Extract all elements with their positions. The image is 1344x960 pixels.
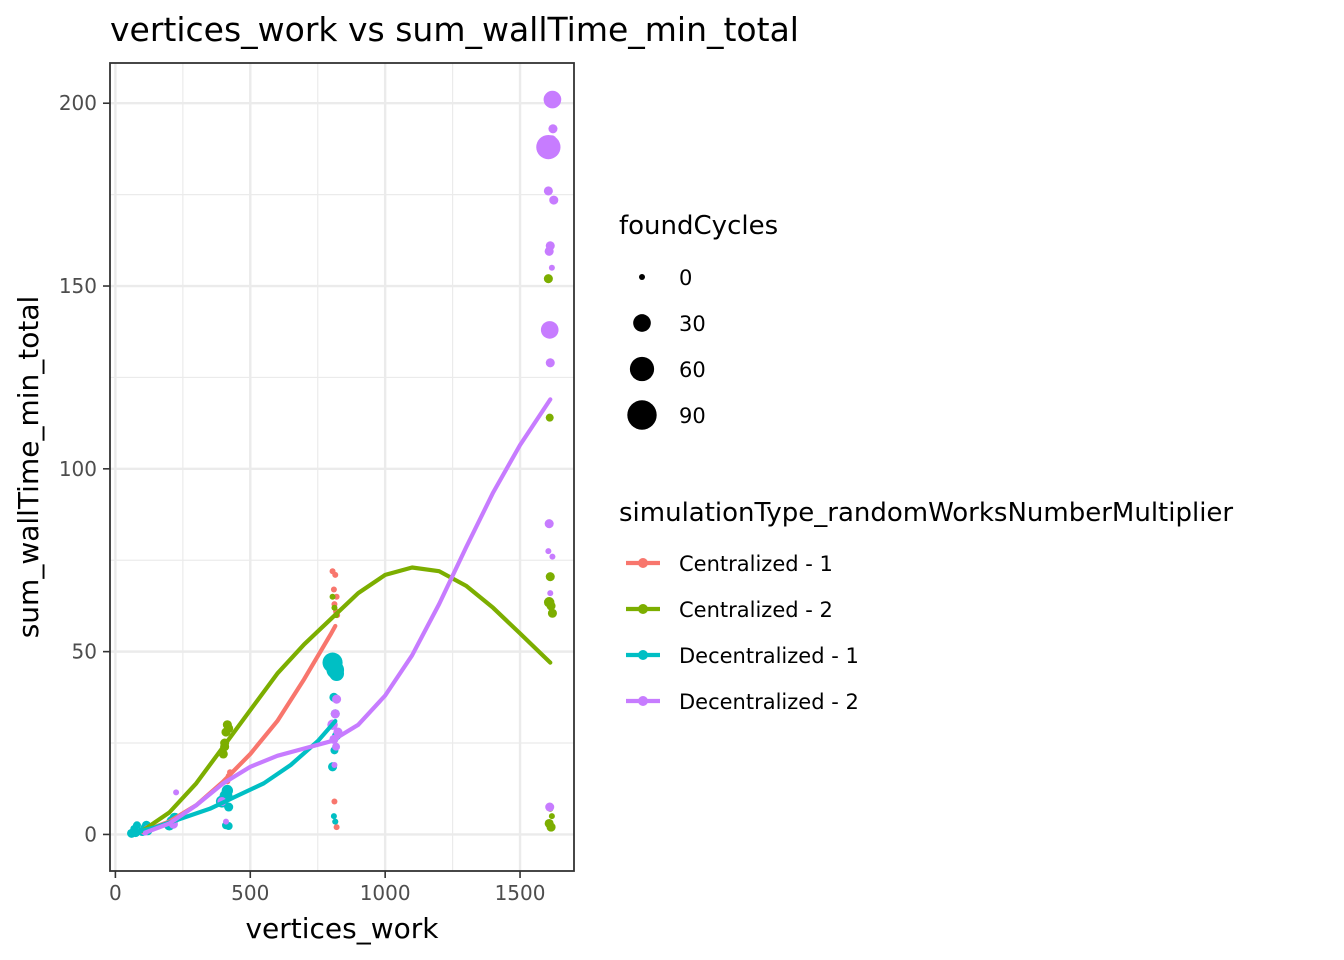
data-point <box>224 723 234 733</box>
y-tick-label: 200 <box>59 91 97 115</box>
y-tick-label: 50 <box>72 640 97 664</box>
data-point <box>547 590 554 597</box>
color-legend-dot <box>638 696 648 706</box>
data-point <box>543 90 562 109</box>
color-legend-dot <box>638 604 648 614</box>
data-point <box>548 813 555 820</box>
size-legend-label: 90 <box>679 404 706 428</box>
size-legend-title: foundCycles <box>619 211 778 241</box>
data-point <box>549 553 556 560</box>
series-trend-line <box>140 565 553 833</box>
data-point <box>332 571 339 578</box>
data-point <box>549 195 559 205</box>
data-point <box>545 358 555 368</box>
data-point <box>332 818 339 825</box>
color-legend-dot <box>638 650 648 660</box>
grid-lines <box>110 63 574 871</box>
y-axis-title: sum_wallTime_min_total <box>12 296 45 639</box>
data-point <box>545 548 552 555</box>
data-point <box>330 813 337 820</box>
data-point <box>545 413 554 422</box>
data-point <box>543 186 553 196</box>
data-point <box>330 586 337 593</box>
data-point <box>544 246 554 256</box>
plot-border <box>109 62 575 872</box>
color-legend-label: Decentralized - 2 <box>679 690 859 714</box>
x-axis-title: vertices_work <box>245 912 439 945</box>
data-point <box>547 608 557 618</box>
data-point <box>543 274 553 284</box>
size-legend-key <box>633 314 651 332</box>
data-point <box>223 818 229 825</box>
data-point <box>545 572 555 582</box>
x-tick-label: 1500 <box>495 881 546 905</box>
size-legend-label: 0 <box>679 266 692 290</box>
x-tick-label: 1000 <box>360 881 411 905</box>
data-point <box>331 798 338 805</box>
data-point <box>331 604 338 611</box>
data-point <box>330 709 340 719</box>
data-point <box>332 694 342 704</box>
data-point <box>329 666 345 681</box>
data-point <box>540 321 559 339</box>
data-point <box>221 784 234 797</box>
color-legend-label: Centralized - 1 <box>679 552 833 576</box>
data-point <box>132 821 141 830</box>
size-legend-label: 60 <box>679 358 706 382</box>
data-point <box>548 124 558 134</box>
series-trend-line <box>143 397 553 835</box>
chart-title: vertices_work vs sum_wallTime_min_total <box>110 10 799 49</box>
data-point <box>331 761 338 768</box>
data-point <box>544 519 554 529</box>
data-point <box>546 601 556 611</box>
trend-lines <box>129 397 553 836</box>
data-point <box>547 135 557 145</box>
x-tick-label: 0 <box>109 881 122 905</box>
data-point <box>329 593 336 600</box>
plot-panel <box>110 63 574 871</box>
color-legend: simulationType_randomWorksNumberMultipli… <box>619 498 1233 714</box>
data-point <box>545 802 555 812</box>
data-point <box>224 802 234 812</box>
size-legend-key <box>629 356 655 382</box>
y-tick-label: 150 <box>59 274 97 298</box>
color-legend-title: simulationType_randomWorksNumberMultipli… <box>619 498 1233 528</box>
size-legend-key <box>639 274 645 280</box>
y-tick-label: 100 <box>59 457 97 481</box>
axis-ticks: 0 500 1000 1500 0 50 100 150 200 <box>59 91 546 905</box>
data-point <box>173 789 180 796</box>
size-legend-key <box>627 400 657 430</box>
color-legend-dot <box>638 558 648 568</box>
size-legend: foundCycles 0 30 60 90 <box>619 211 778 430</box>
color-legend-label: Decentralized - 1 <box>679 644 859 668</box>
data-point <box>332 742 341 751</box>
x-tick-label: 500 <box>231 881 269 905</box>
size-legend-label: 30 <box>679 312 706 336</box>
data-point <box>546 822 556 832</box>
y-tick-label: 0 <box>84 822 97 846</box>
data-point <box>548 264 555 271</box>
color-legend-label: Centralized - 2 <box>679 598 833 622</box>
data-point <box>333 824 340 831</box>
